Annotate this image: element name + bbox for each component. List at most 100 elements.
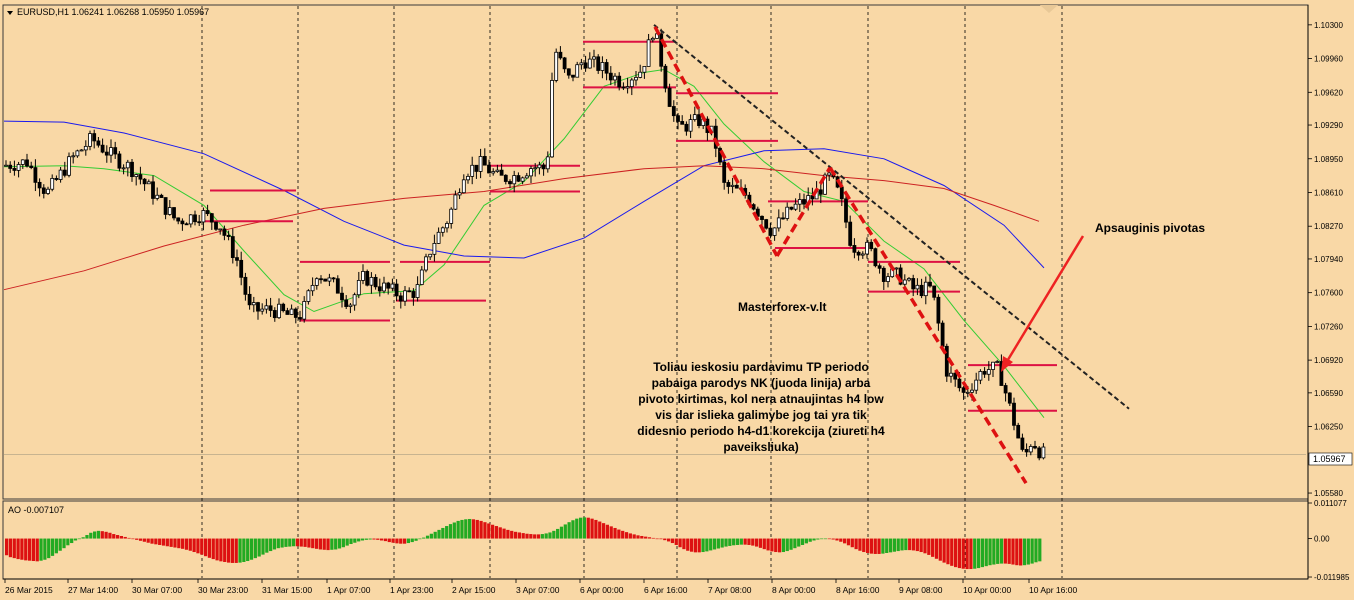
ao-bar-up xyxy=(77,538,81,540)
bull-candle xyxy=(50,178,55,190)
bull-candle xyxy=(419,269,424,285)
ao-bar-up xyxy=(992,538,996,565)
ao-bar-down xyxy=(533,534,537,539)
ao-bar-down xyxy=(158,538,162,545)
ao-bar-up xyxy=(337,538,342,549)
bull-candle xyxy=(125,161,130,169)
ao-bar-down xyxy=(525,533,529,539)
bear-candle xyxy=(37,181,42,189)
trend-line-black[interactable] xyxy=(653,24,1130,410)
trend-lines[interactable] xyxy=(653,24,1130,485)
chart-corner-icon[interactable] xyxy=(1040,5,1058,13)
bear-candle xyxy=(230,236,235,258)
ao-bar-down xyxy=(135,538,139,540)
ao-bar-up xyxy=(888,538,893,553)
arrow-head-icon xyxy=(1001,356,1013,372)
bear-candle xyxy=(768,227,773,236)
moving-average-line xyxy=(3,68,1045,419)
ao-bar-up xyxy=(701,538,705,553)
bull-candle xyxy=(134,174,139,178)
ao-bar-down xyxy=(226,538,231,563)
ao-bar-down xyxy=(950,538,954,566)
bear-candle xyxy=(482,156,487,166)
ao-bar-down xyxy=(487,523,491,539)
bear-candle xyxy=(856,251,861,256)
ao-bar-down xyxy=(1003,538,1007,564)
bear-candle xyxy=(226,234,231,237)
ao-bar-down xyxy=(502,528,506,539)
bear-candle xyxy=(335,278,340,294)
channel-line-red[interactable] xyxy=(828,166,1028,485)
ao-bar-up xyxy=(441,527,445,539)
bear-candle xyxy=(180,220,185,225)
bear-candle xyxy=(877,265,882,269)
ao-bar-up xyxy=(62,538,66,549)
ao-bar-down xyxy=(957,538,962,569)
bear-candle xyxy=(919,284,924,297)
ao-bar-down xyxy=(8,538,13,558)
bear-candle xyxy=(386,282,391,289)
ao-bar-down xyxy=(31,538,36,562)
ao-bar-up xyxy=(808,538,812,542)
ao-bar-up xyxy=(1038,538,1042,562)
ao-axis-labels: 0.011077 0.00 -0.011985 xyxy=(1308,499,1350,582)
ao-bar-up xyxy=(575,518,579,539)
ao-bar-down xyxy=(490,524,495,539)
bull-candle xyxy=(793,203,798,210)
bear-candle xyxy=(54,178,59,180)
ao-bar-up xyxy=(257,538,261,557)
ao-bar-down xyxy=(150,538,154,544)
pivot-levels[interactable] xyxy=(205,40,1057,412)
ao-bar-up xyxy=(800,538,805,545)
bear-candle xyxy=(243,276,248,295)
ao-bar-down xyxy=(119,535,124,539)
ao-bar-down xyxy=(693,538,698,553)
bull-candle xyxy=(424,256,428,271)
ao-bar-up xyxy=(280,538,284,548)
bear-candle xyxy=(503,174,508,182)
ao-bar-down xyxy=(510,530,514,539)
bull-candle xyxy=(600,62,605,71)
channel-line-red[interactable] xyxy=(775,166,832,257)
ao-bar-up xyxy=(892,538,896,552)
bull-candle xyxy=(491,171,496,174)
bear-candle xyxy=(209,213,214,223)
time-tick-label: 3 Apr 07:00 xyxy=(516,585,560,595)
ao-bar-down xyxy=(169,538,173,547)
bull-candle xyxy=(785,206,790,219)
bull-candle xyxy=(432,243,437,255)
ao-bar-down xyxy=(483,522,487,539)
price-tick-label: 1.08950 xyxy=(1314,155,1343,164)
bear-candle xyxy=(163,197,168,215)
bear-candle xyxy=(256,302,260,312)
ao-bar-down xyxy=(839,538,843,542)
bull-candle xyxy=(986,369,991,375)
bull-candle xyxy=(155,194,160,199)
ao-bar-down xyxy=(395,538,399,544)
ao-bar-up xyxy=(460,519,464,539)
bull-candle xyxy=(776,217,781,229)
ao-bar-down xyxy=(211,538,215,560)
ao-bar-down xyxy=(755,538,759,547)
channel-line-red[interactable] xyxy=(653,26,779,257)
ao-bar-down xyxy=(678,538,682,548)
time-tick-label: 8 Apr 00:00 xyxy=(772,585,816,595)
ao-bar-down xyxy=(651,537,655,539)
ao-bar-up xyxy=(468,518,472,539)
bull-candle xyxy=(306,290,311,302)
ao-bar-down xyxy=(192,538,196,553)
ao-bar-down xyxy=(617,529,621,539)
ao-bar-down xyxy=(953,538,958,568)
bear-candle xyxy=(487,164,491,174)
bull-candle xyxy=(470,164,475,177)
ao-bar-up xyxy=(261,538,265,555)
ao-bar-down xyxy=(165,538,169,547)
bull-candle xyxy=(730,184,735,187)
ao-bar-down xyxy=(372,538,376,540)
symbol-dropdown-icon[interactable] xyxy=(7,11,13,15)
ao-bar-down xyxy=(219,538,223,562)
ao-bar-down xyxy=(299,538,303,547)
price-tick-label: 1.06250 xyxy=(1314,423,1343,432)
bull-candle xyxy=(403,290,407,302)
